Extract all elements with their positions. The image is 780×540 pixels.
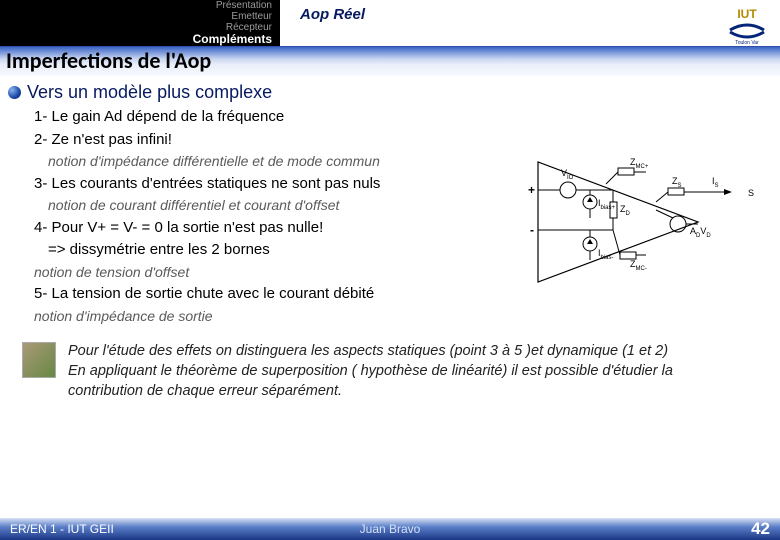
minus-label: -	[530, 223, 534, 237]
notion-5: notion d'impédance de sortie	[34, 307, 484, 326]
point-1: 1- Le gain Ad dépend de la fréquence	[34, 107, 484, 128]
nav-item[interactable]: Emetteur	[0, 11, 272, 22]
advd-label: ADVD	[690, 226, 711, 239]
opamp-diagram: + - VIO ZMC+ Ibias+ ZD Ibias- ZMC- ZS	[528, 162, 758, 312]
breadcrumb: Présentation Emetteur Récepteur Compléme…	[0, 0, 280, 46]
plus-label: +	[528, 183, 535, 197]
zmc-minus-label: ZMC-	[630, 259, 647, 272]
conclusion-block: Pour l'étude des effets on distinguera l…	[8, 342, 772, 401]
heading-bar: Imperfections de l'Aop	[0, 46, 780, 76]
svg-text:IUT: IUT	[737, 7, 757, 21]
footer-center: Juan Bravo	[360, 522, 421, 536]
point-2: 2- Ze n'est pas infini!	[34, 130, 484, 151]
subheading: Vers un modèle plus complexe	[8, 82, 772, 103]
footer-page-number: 42	[751, 519, 770, 539]
logo-iut: IUTToulon Var	[724, 2, 770, 48]
footer: ER/EN 1 - IUT GEII Juan Bravo 42	[0, 518, 780, 540]
conclusion-line: Pour l'étude des effets on distinguera l…	[68, 342, 673, 362]
conclusion-line: En appliquant le théorème de superpositi…	[68, 362, 673, 382]
nav-item-active[interactable]: Compléments	[0, 33, 272, 46]
content: Vers un modèle plus complexe 1- Le gain …	[8, 82, 772, 514]
subheading-text: Vers un modèle plus complexe	[27, 82, 272, 103]
top-nav: Présentation Emetteur Récepteur Compléme…	[0, 0, 780, 46]
section-title: Aop Réel	[300, 6, 365, 23]
teacher-icon	[22, 342, 56, 378]
is-label: IS	[712, 176, 719, 189]
conclusion-text: Pour l'étude des effets on distinguera l…	[68, 342, 673, 401]
notion-4: notion de tension d'offset	[34, 263, 484, 282]
point-4b: => dissymétrie entre les 2 bornes	[34, 240, 484, 261]
page-title: Imperfections de l'Aop	[0, 47, 780, 75]
zs-label: ZS	[672, 176, 682, 189]
nav-item[interactable]: Présentation	[0, 0, 272, 11]
point-3: 3- Les courants d'entrées statiques ne s…	[34, 174, 484, 195]
notion-2: notion d'impédance différentielle et de …	[34, 152, 484, 171]
point-4: 4- Pour V+ = V- = 0 la sortie n'est pas …	[34, 218, 484, 239]
bullet-icon	[8, 86, 21, 99]
footer-left: ER/EN 1 - IUT GEII	[0, 522, 114, 536]
s-label: S	[748, 188, 754, 198]
notion-3: notion de courant différentiel et couran…	[34, 196, 484, 215]
conclusion-line: contribution de chaque erreur séparément…	[68, 382, 673, 402]
